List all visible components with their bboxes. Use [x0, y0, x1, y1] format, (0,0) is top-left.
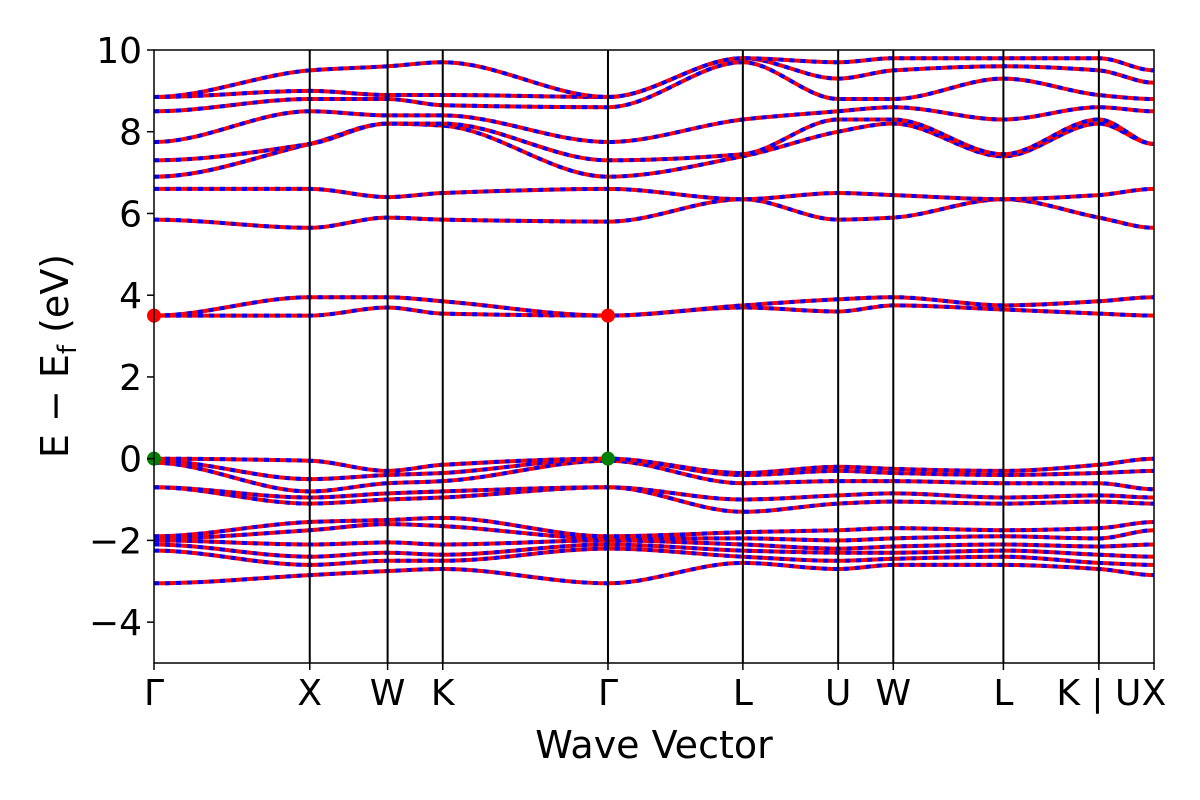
band-line-spin-up: [154, 522, 1154, 543]
band-line-spin-down: [154, 295, 1154, 318]
x-tick-label: Γ: [144, 673, 164, 714]
cbm-marker: [600, 308, 615, 323]
band-line-spin-down: [154, 105, 1154, 145]
band-line-spin-down: [154, 117, 1154, 163]
y-tick-label: 2: [119, 358, 142, 399]
band-line-spin-up: [154, 542, 1154, 559]
band-line-spin-down: [154, 60, 1154, 114]
band-lines: [154, 56, 1154, 586]
band-line-spin-up: [154, 485, 1154, 502]
x-axis-title: Wave Vector: [535, 723, 773, 767]
band-line-spin-up: [154, 538, 1154, 551]
y-tick-label: −4: [89, 603, 142, 644]
y-tick-label: 4: [119, 276, 142, 317]
x-tick-label: L: [733, 673, 753, 714]
plot-frame: [153, 49, 1155, 664]
band-line-spin-down: [154, 485, 1154, 514]
band-line-spin-down: [154, 560, 1154, 586]
x-tick-label: U: [825, 673, 851, 714]
x-tick-label: W: [370, 673, 406, 714]
x-tick-label: K | U: [1056, 673, 1141, 714]
y-tick-label: 10: [96, 31, 142, 72]
band-line-spin-down: [154, 56, 1154, 100]
band-extrema-markers: [147, 308, 615, 466]
y-tick-label: 8: [119, 113, 142, 154]
y-axis-title: E − Ef (eV): [33, 254, 83, 458]
x-tick-label: Γ: [598, 673, 618, 714]
band-line-spin-up: [154, 546, 1154, 567]
x-tick-label: L: [993, 673, 1013, 714]
x-tick-label: X: [297, 673, 322, 714]
band-line-spin-up: [154, 515, 1154, 539]
band-line-spin-up: [154, 186, 1154, 202]
x-tick-label: K: [431, 673, 456, 714]
vbm-marker: [600, 451, 615, 466]
band-line-spin-down: [154, 456, 1154, 482]
band-line-spin-down: [154, 458, 1154, 494]
high-symmetry-lines: [308, 50, 1100, 663]
y-axis-title-unit: (eV): [33, 254, 77, 345]
y-tick-label: 6: [119, 194, 142, 235]
y-axis-title-main: E − E: [33, 354, 77, 458]
y-tick-label: −2: [89, 521, 142, 562]
y-tick-label: 0: [119, 440, 142, 481]
y-axis-title-subscript: f: [53, 344, 83, 354]
x-tick-label: W: [875, 673, 911, 714]
x-tick-label: X: [1142, 673, 1167, 714]
band-line-spin-down: [154, 456, 1154, 476]
y-axis-ticks: −4 −2 0 2 4 6 8 10: [89, 31, 154, 644]
